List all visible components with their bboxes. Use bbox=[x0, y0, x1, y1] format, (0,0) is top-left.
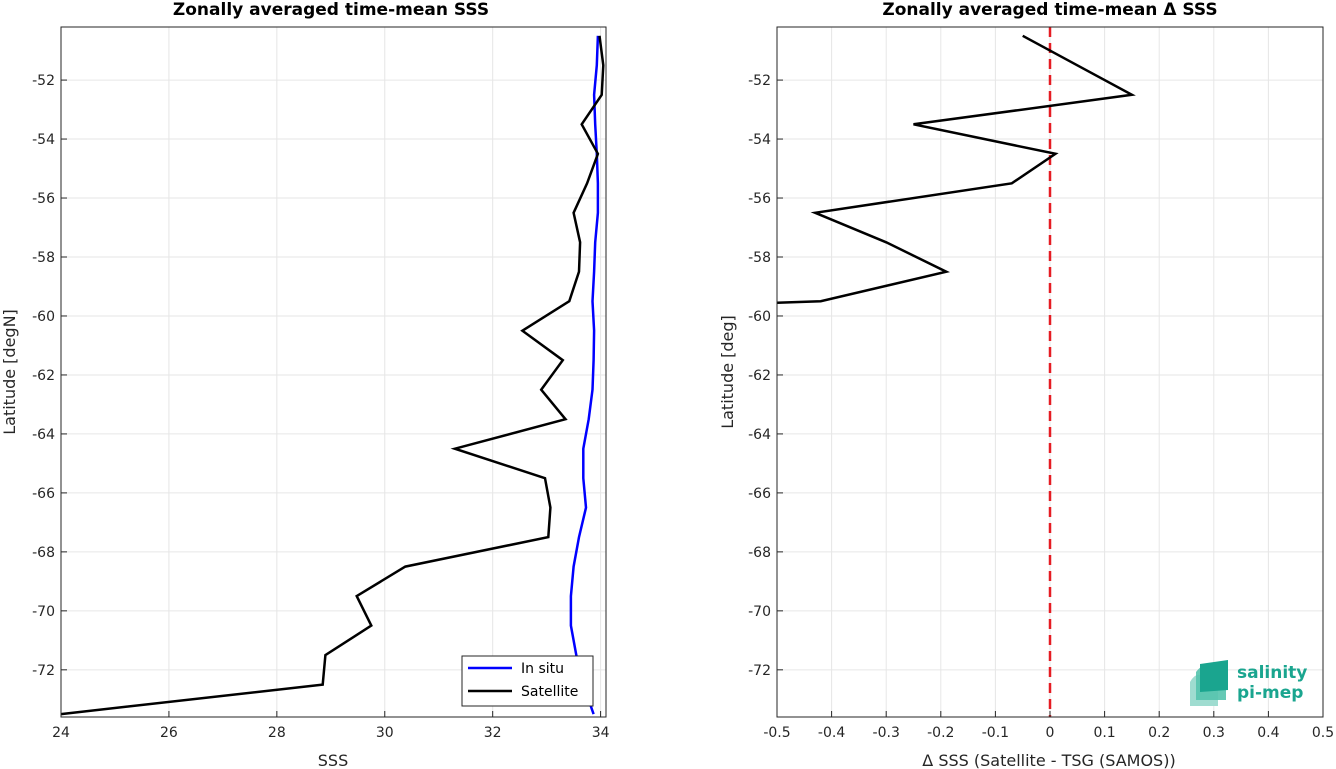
legend-label-in-situ: In situ bbox=[521, 661, 564, 677]
x-tick-label: 0 bbox=[1046, 725, 1055, 741]
x-tick-label: 30 bbox=[376, 725, 394, 741]
left-chart-title: Zonally averaged time-mean SSS bbox=[173, 0, 489, 20]
y-tick-label: -56 bbox=[32, 191, 55, 207]
y-tick-label: -60 bbox=[32, 309, 55, 325]
right-chart-title: Zonally averaged time-mean Δ SSS bbox=[882, 0, 1217, 20]
y-tick-label: -66 bbox=[748, 486, 771, 502]
salinity-pi-mep-logo: salinity pi-mep bbox=[1190, 660, 1307, 706]
left-x-axis-label: SSS bbox=[318, 751, 348, 769]
wave-logo-icon bbox=[1190, 660, 1228, 706]
right-x-axis-label: Δ SSS (Satellite - TSG (SAMOS)) bbox=[922, 751, 1175, 769]
logo-text-salinity: salinity bbox=[1237, 663, 1307, 683]
y-tick-label: -62 bbox=[32, 368, 55, 384]
x-tick-label: 0.3 bbox=[1203, 725, 1225, 741]
right-series bbox=[776, 34, 1136, 304]
y-tick-label: -68 bbox=[748, 545, 771, 561]
legend-box bbox=[461, 655, 594, 707]
y-tick-label: -72 bbox=[748, 663, 771, 679]
y-tick-label: -54 bbox=[748, 132, 771, 148]
x-tick-label: 0.5 bbox=[1312, 725, 1334, 741]
y-tick-label: -60 bbox=[748, 309, 771, 325]
left-plot-area bbox=[61, 27, 606, 717]
logo-text-pi-mep: pi-mep bbox=[1237, 683, 1303, 703]
right-y-ticks: -72 -70 -68 -66 -64 -62 -60 -58 -56 -54 -52 bbox=[748, 73, 783, 679]
y-tick-label: -68 bbox=[32, 545, 55, 561]
left-x-ticks: 24 26 28 30 32 34 bbox=[52, 711, 610, 741]
y-tick-label: -54 bbox=[32, 132, 55, 148]
left-y-ticks: -72 -70 -68 -66 -64 -62 -60 -58 -56 -54 -52 bbox=[32, 73, 67, 679]
x-tick-label: 0.2 bbox=[1148, 725, 1170, 741]
y-tick-label: -70 bbox=[32, 604, 55, 620]
right-x-ticks: -0.5 -0.4 -0.3 -0.2 -0.1 0 0.1 0.2 0.3 0.4 0.5 bbox=[763, 711, 1334, 741]
x-tick-label: 0.4 bbox=[1257, 725, 1279, 741]
left-series bbox=[60, 35, 605, 716]
x-tick-label: -0.3 bbox=[873, 725, 900, 741]
y-tick-label: -58 bbox=[32, 250, 55, 266]
y-tick-label: -70 bbox=[748, 604, 771, 620]
left-plot-frame bbox=[60, 26, 607, 718]
x-tick-label: -0.5 bbox=[763, 725, 790, 741]
x-tick-label: -0.1 bbox=[982, 725, 1009, 741]
x-tick-label: 0.1 bbox=[1093, 725, 1115, 741]
left-grid bbox=[60, 27, 606, 717]
y-tick-label: -64 bbox=[32, 427, 55, 443]
y-tick-label: -52 bbox=[32, 73, 55, 89]
y-tick-label: -56 bbox=[748, 191, 771, 207]
y-tick-label: -66 bbox=[32, 486, 55, 502]
legend-label-satellite: Satellite bbox=[521, 684, 578, 700]
legend: In situ Satellite bbox=[461, 655, 594, 707]
y-tick-label: -52 bbox=[748, 73, 771, 89]
delta-sss-line bbox=[776, 34, 1136, 304]
y-tick-label: -58 bbox=[748, 250, 771, 266]
x-tick-label: -0.4 bbox=[818, 725, 845, 741]
x-tick-label: 24 bbox=[52, 725, 70, 741]
x-tick-label: -0.2 bbox=[927, 725, 954, 741]
right-y-axis-label: Latitude [deg] bbox=[718, 315, 737, 429]
series-line-satellite bbox=[60, 35, 605, 716]
x-tick-label: 32 bbox=[484, 725, 502, 741]
y-tick-label: -72 bbox=[32, 663, 55, 679]
sss-panel: Zonally averaged time-mean SSS 24 26 28 30 3… bbox=[0, 0, 610, 769]
y-tick-label: -62 bbox=[748, 368, 771, 384]
delta-sss-panel: Zonally averaged time-mean Δ SSS -0.5 -0.… bbox=[718, 0, 1334, 769]
x-tick-label: 26 bbox=[160, 725, 178, 741]
y-tick-label: -64 bbox=[748, 427, 771, 443]
x-tick-label: 28 bbox=[268, 725, 286, 741]
x-tick-label: 34 bbox=[592, 725, 610, 741]
left-y-axis-label: Latitude [degN] bbox=[0, 309, 19, 435]
